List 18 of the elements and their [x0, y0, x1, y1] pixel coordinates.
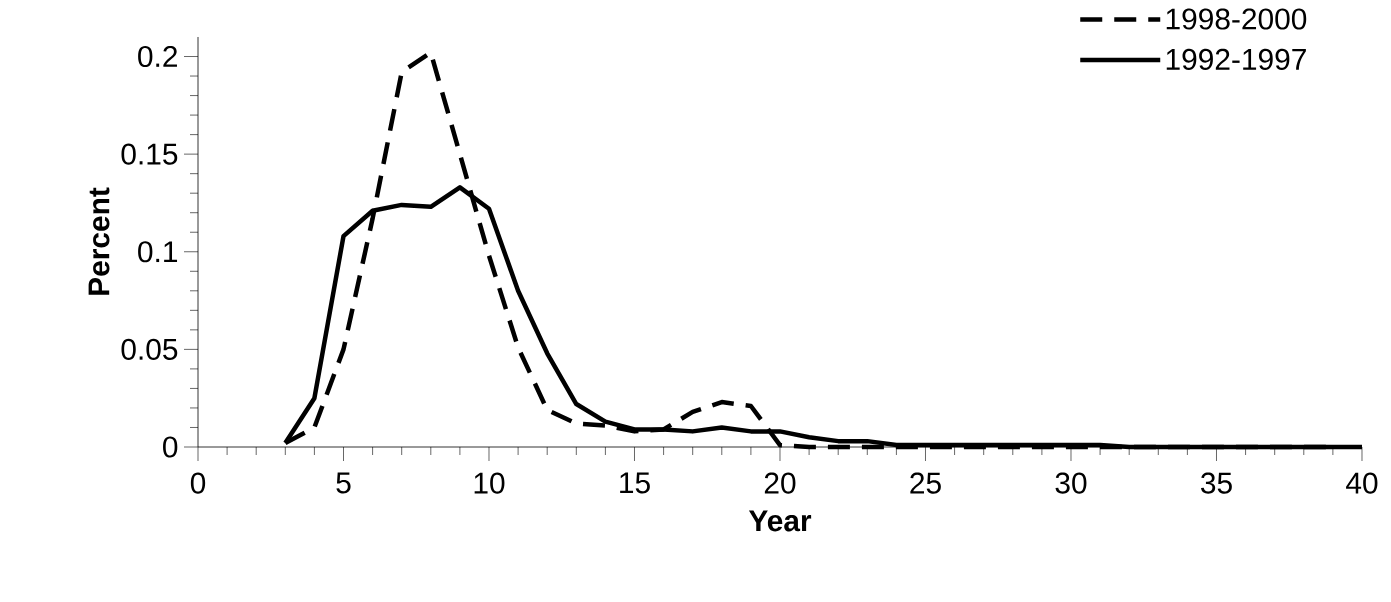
y-tick-label: 0.1 [138, 241, 178, 263]
x-tick-label: 10 [474, 472, 505, 494]
x-tick-label: 0 [190, 472, 206, 494]
x-tick-label: 35 [1201, 472, 1232, 494]
legend-label: 1998-2000 [1166, 8, 1307, 30]
legend-label: 1992-1997 [1166, 48, 1306, 70]
y-axis-title: Percent [88, 187, 110, 295]
y-tick-label: 0 [163, 436, 178, 458]
y-tick-label: 0.15 [121, 143, 178, 165]
y-tick-label: 0.2 [138, 45, 177, 68]
x-tick-label: 20 [764, 472, 796, 494]
x-tick-label: 40 [1346, 472, 1378, 494]
x-tick-label: 5 [336, 472, 351, 494]
x-tick-label: 30 [1055, 472, 1087, 494]
x-tick-label: 15 [620, 472, 650, 494]
x-axis-title: Year [748, 510, 812, 532]
x-tick-label: 25 [910, 472, 941, 494]
y-tick-label: 0.05 [121, 338, 178, 360]
